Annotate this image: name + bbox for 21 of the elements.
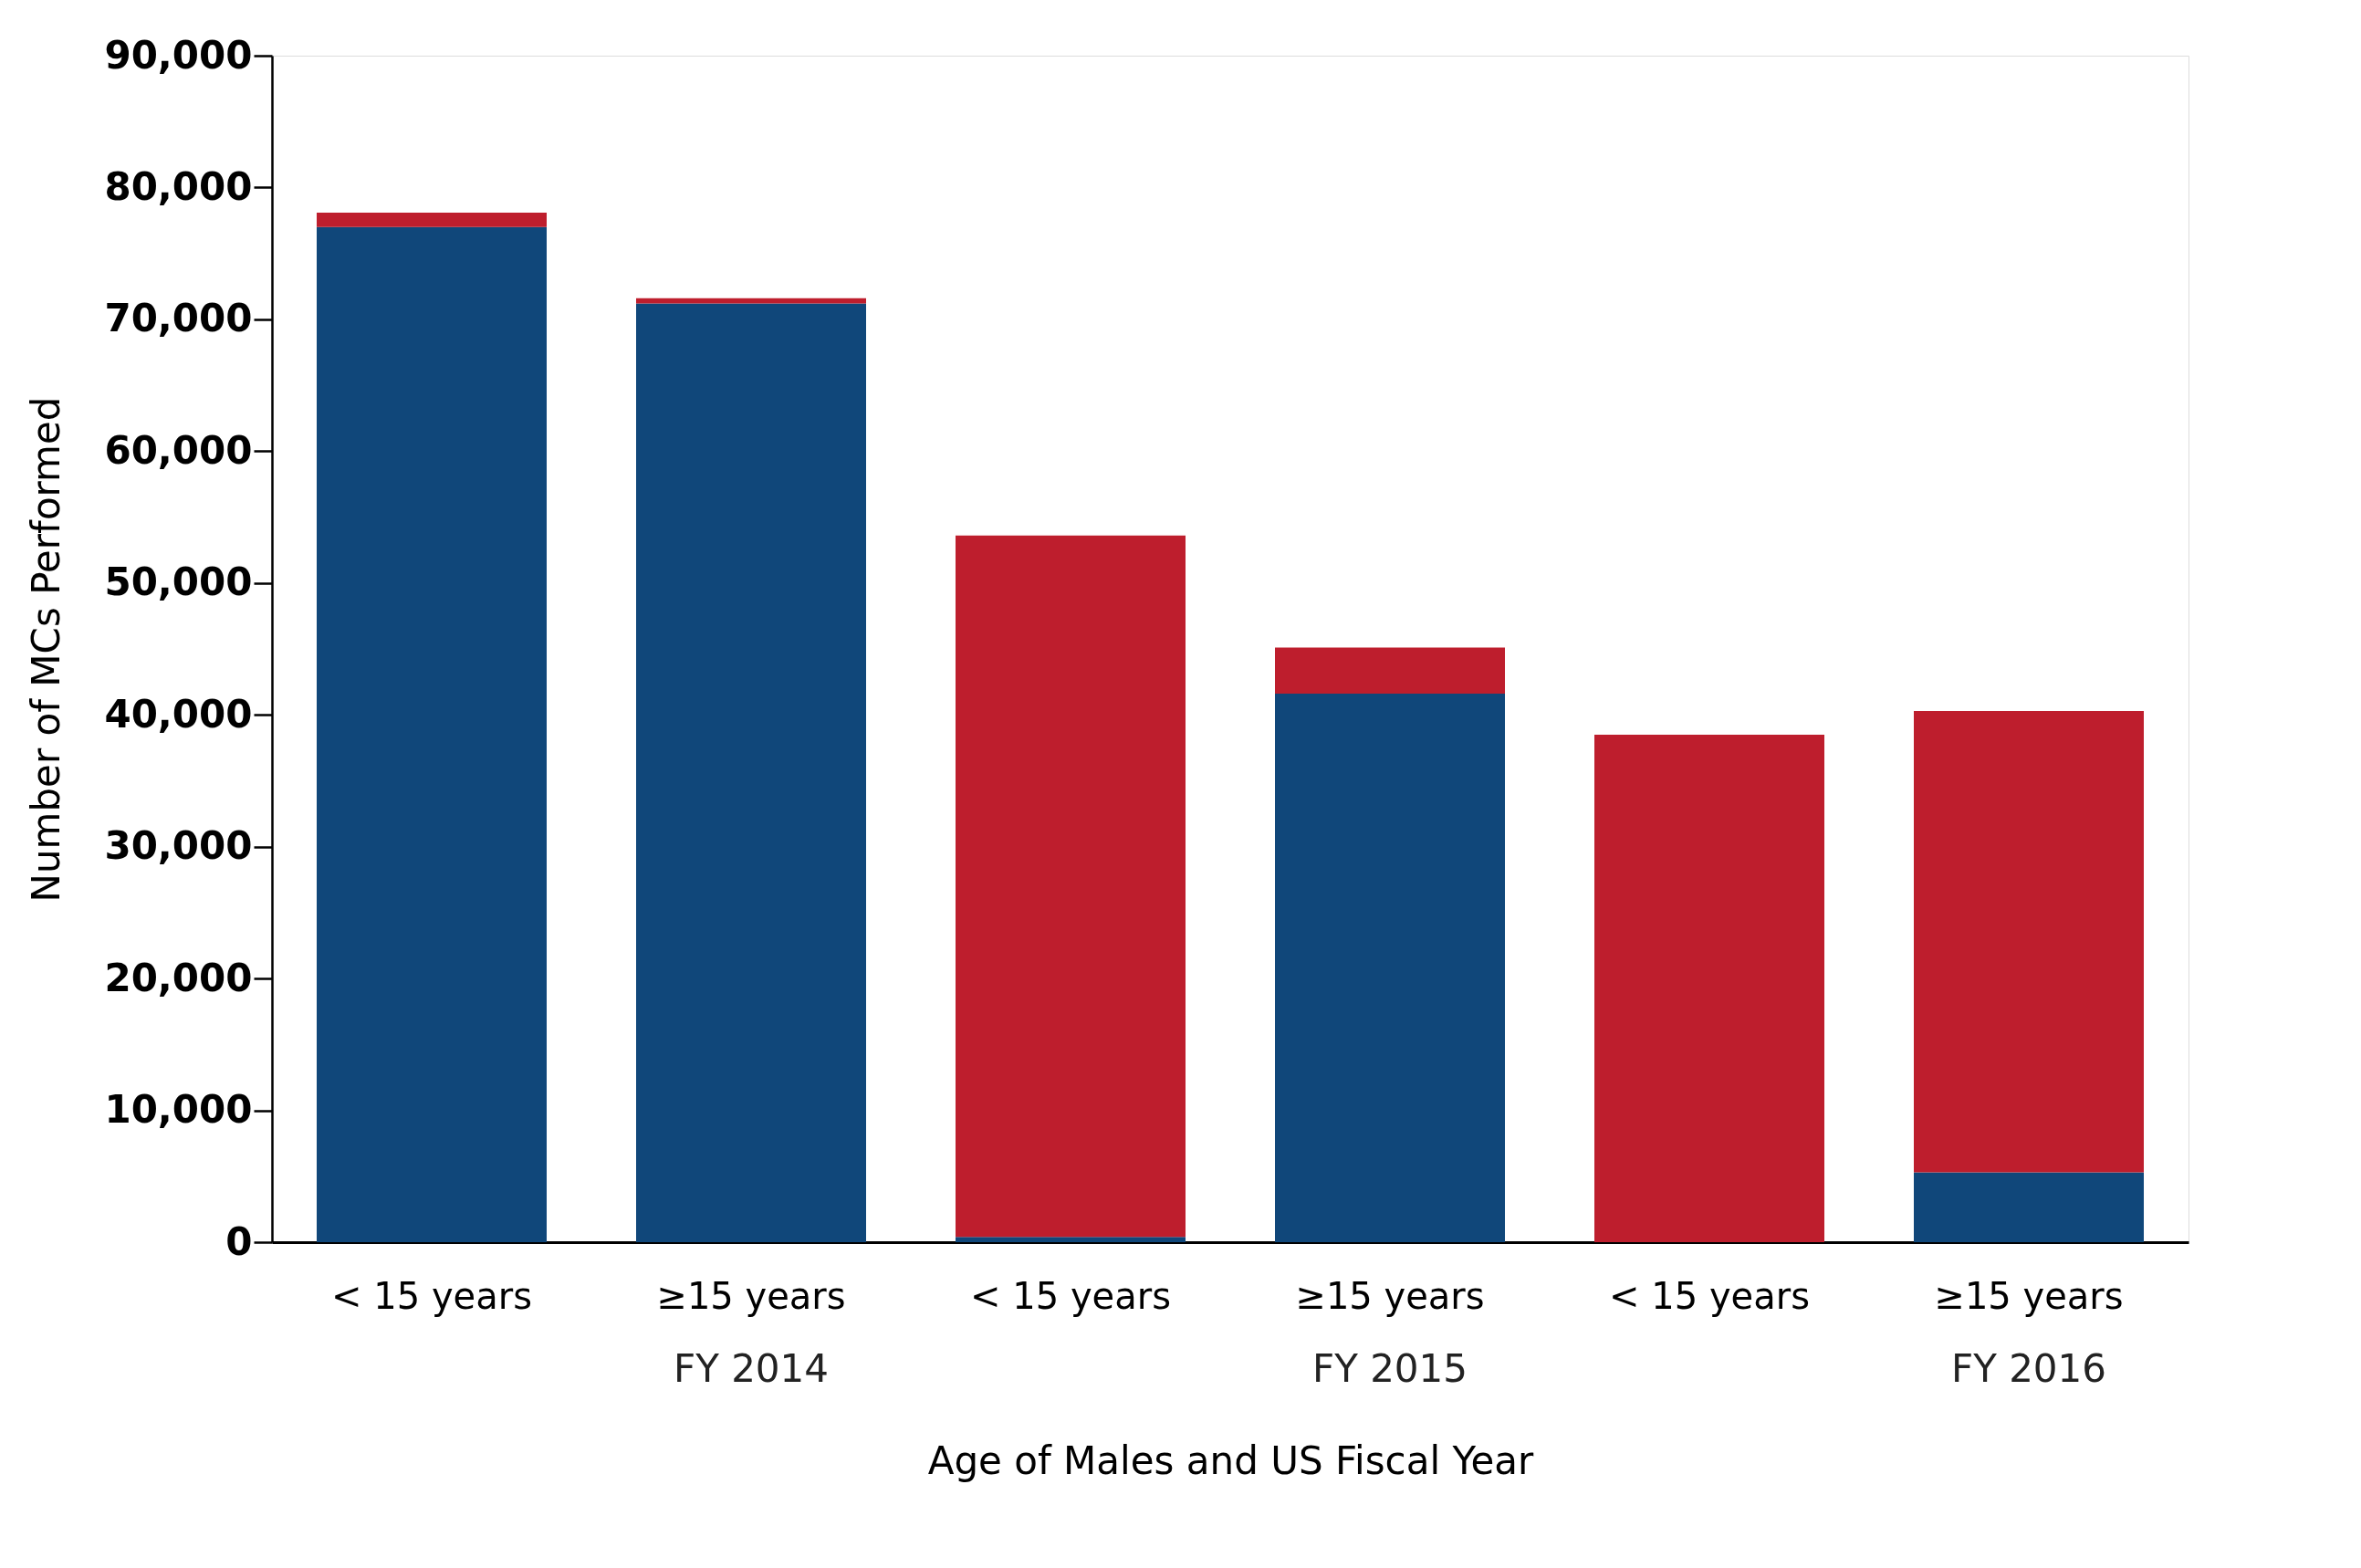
y-tick-label: 20,000 (104, 955, 253, 1000)
y-tick-label: 70,000 (104, 296, 253, 341)
x-axis-title: Age of Males and US Fiscal Year (927, 1437, 1535, 1483)
x-tick-label: ≥15 years (656, 1274, 846, 1317)
x-tick-label: ≥15 years (1295, 1274, 1485, 1317)
x-tick-label: < 15 years (331, 1274, 532, 1317)
y-tick-label: 40,000 (104, 691, 253, 737)
text: FY 2014 (673, 1346, 830, 1391)
y-axis-title: Number of MCs Performed (24, 396, 69, 903)
text: FY 2016 (1950, 1346, 2107, 1391)
y-tick-label: 10,000 (104, 1087, 253, 1133)
y-tick-label: 90,000 (104, 32, 253, 78)
y-tick-label: 0 (225, 1218, 253, 1264)
y-tick-label: 60,000 (104, 427, 253, 473)
y-tick-label: 80,000 (104, 163, 253, 209)
x-tick-label: < 15 years (1609, 1274, 1810, 1317)
x-tick-label: < 15 years (970, 1274, 1171, 1317)
x-tick-label: ≥15 years (1934, 1274, 2124, 1317)
y-tick-label: 50,000 (104, 559, 253, 605)
y-tick-label: 30,000 (104, 823, 253, 869)
text: FY 2015 (1311, 1346, 1468, 1391)
